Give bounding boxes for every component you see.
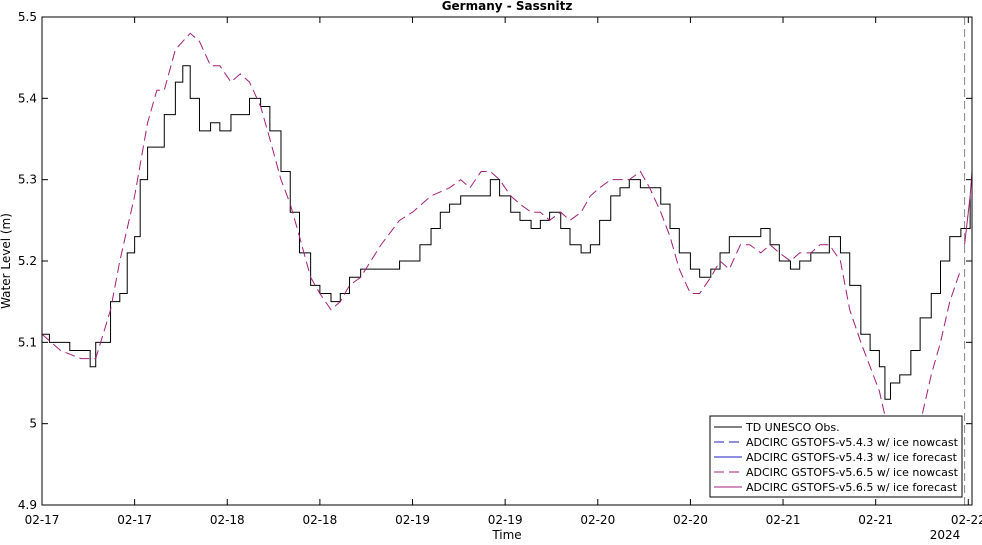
- y-tick-label: 5.4: [18, 91, 37, 105]
- x-tick-label: 02-22: [951, 513, 982, 527]
- series-line: [42, 32, 962, 466]
- x-tick-label: 02-21: [766, 513, 801, 527]
- y-tick-label: 5.3: [18, 173, 37, 187]
- legend-label: ADCIRC GSTOFS-v5.6.5 w/ ice nowcast: [746, 466, 959, 479]
- legend-label: ADCIRC GSTOFS-v5.4.3 w/ ice forecast: [746, 451, 958, 464]
- x-tick-label: 02-21: [858, 513, 893, 527]
- series-line: [42, 65, 971, 400]
- x-axis-label: Time: [491, 528, 521, 541]
- x-tick-label: 02-20: [580, 513, 615, 527]
- y-axis-label: Water Level (m): [0, 213, 13, 309]
- y-tick-label: 5: [29, 417, 37, 431]
- y-tick-label: 5.5: [18, 10, 37, 24]
- series-line: [964, 171, 972, 245]
- plot-frame: [41, 16, 973, 506]
- x-tick-label: 02-20: [673, 513, 708, 527]
- y-tick-label: 5.1: [18, 335, 37, 349]
- legend-box: [709, 415, 963, 498]
- legend-label: ADCIRC GSTOFS-v5.4.3 w/ ice nowcast: [746, 436, 959, 449]
- y-tick-label: 5.2: [18, 254, 37, 268]
- legend-label: TD UNESCO Obs.: [745, 421, 840, 434]
- legend-label: ADCIRC GSTOFS-v5.6.5 w/ ice forecast: [746, 481, 958, 494]
- x-tick-label: 02-19: [488, 513, 523, 527]
- x-tick-label: 02-19: [395, 513, 430, 527]
- x-year-label: 2024: [930, 528, 961, 541]
- y-tick-label: 4.9: [18, 498, 37, 512]
- x-tick-label: 02-18: [210, 513, 245, 527]
- chart-title: Germany - Sassnitz: [442, 0, 573, 13]
- x-tick-label: 02-17: [117, 513, 152, 527]
- x-tick-label: 02-18: [302, 513, 337, 527]
- x-tick-label: 02-17: [25, 513, 60, 527]
